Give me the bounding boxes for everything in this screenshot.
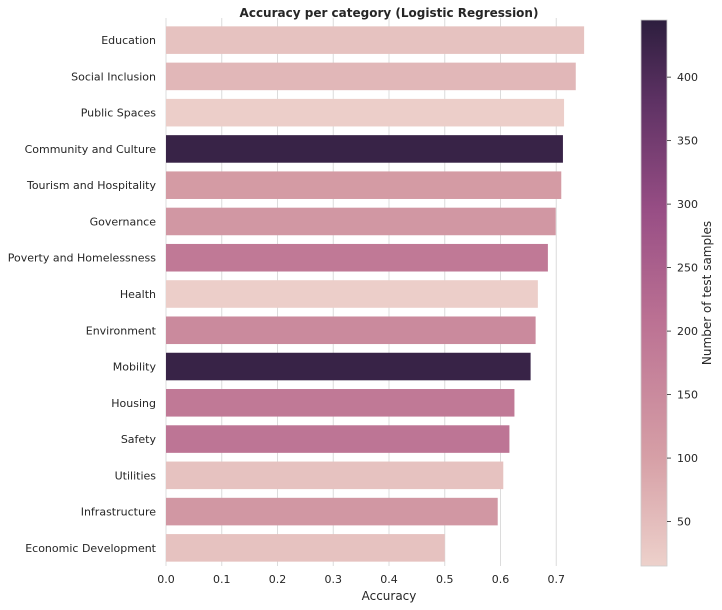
bar <box>166 135 563 163</box>
bar <box>166 207 556 236</box>
y-tick-label: Governance <box>90 215 157 228</box>
y-tick-label: Housing <box>111 397 156 410</box>
bar <box>166 352 531 381</box>
y-tick-label: Economic Development <box>25 542 156 555</box>
chart-title: Accuracy per category (Logistic Regressi… <box>240 6 539 20</box>
bar <box>166 62 576 91</box>
bar <box>166 280 538 308</box>
colorbar-tick-label: 200 <box>677 325 698 338</box>
y-tick-label: Public Spaces <box>81 107 157 120</box>
x-tick-label: 0.6 <box>492 573 510 586</box>
x-tick-label: 0.4 <box>380 573 398 586</box>
x-tick-label: 0.3 <box>325 573 343 586</box>
y-tick-label: Infrastructure <box>81 506 157 519</box>
y-tick-label: Education <box>101 34 156 47</box>
bar <box>166 243 548 272</box>
x-tick-label: 0.1 <box>213 573 231 586</box>
colorbar <box>640 19 668 567</box>
x-axis-label: Accuracy <box>362 589 417 603</box>
y-tick-label: Tourism and Hospitality <box>26 179 157 192</box>
bar <box>166 425 510 453</box>
colorbar-tick-labels: 50 100 150 200 250 300 350 400 <box>667 71 698 529</box>
x-tick-label: 0.2 <box>269 573 287 586</box>
x-tick-label: 0.7 <box>548 573 566 586</box>
y-tick-label: Community and Culture <box>25 143 157 156</box>
colorbar-tick-label: 350 <box>677 135 698 148</box>
x-tick-label: 0.0 <box>157 573 175 586</box>
bar <box>166 389 515 417</box>
colorbar-tick-label: 250 <box>677 262 698 275</box>
y-tick-label: Social Inclusion <box>71 70 156 83</box>
bar <box>166 98 565 127</box>
y-tick-label: Safety <box>121 433 157 446</box>
colorbar-tick-label: 400 <box>677 71 698 84</box>
y-tick-label: Mobility <box>113 361 157 374</box>
x-tick-label: 0.5 <box>436 573 454 586</box>
y-tick-label: Health <box>120 288 156 301</box>
x-tick-labels: 0.0 0.1 0.2 0.3 0.4 0.5 0.6 0.7 <box>157 573 565 586</box>
bar <box>166 316 536 345</box>
colorbar-label: Number of test samples <box>700 221 714 365</box>
bar <box>166 26 585 54</box>
y-tick-label: Utilities <box>115 469 157 482</box>
y-tick-labels: Education Social Inclusion Public Spaces Co… <box>8 34 157 555</box>
bar <box>166 534 445 562</box>
colorbar-tick-label: 50 <box>677 516 691 529</box>
y-tick-label: Environment <box>86 324 157 337</box>
bar <box>166 497 498 526</box>
bars <box>166 26 585 562</box>
bar <box>166 461 504 490</box>
y-tick-label: Poverty and Homelessness <box>8 252 157 265</box>
colorbar-tick-label: 100 <box>677 452 698 465</box>
colorbar-tick-label: 300 <box>677 198 698 211</box>
colorbar-tick-label: 150 <box>677 389 698 402</box>
bar <box>166 171 562 199</box>
